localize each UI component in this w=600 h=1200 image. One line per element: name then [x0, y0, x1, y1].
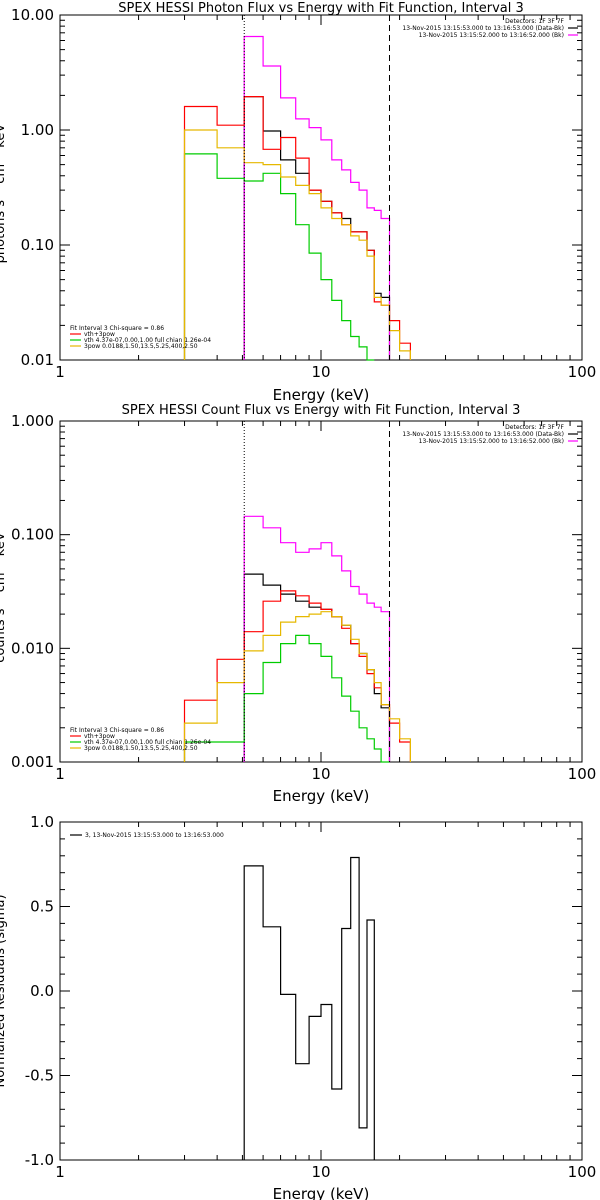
plot-frame-1	[59, 420, 583, 763]
series-line-2-0	[243, 856, 375, 1160]
plot-frame-0	[59, 14, 583, 361]
x-tick-label: 1	[55, 363, 65, 381]
y-tick-label: -1.0	[25, 1151, 54, 1169]
legend-bottom-entry: 3pow 0.0188,1.50,13.5,5.25,400,2.50	[84, 745, 198, 752]
x-tick-label: 100	[568, 765, 597, 783]
y-tick-label: -0.5	[25, 1067, 54, 1085]
series-line-1-1	[243, 515, 391, 762]
series-line-0-2	[183, 96, 411, 360]
series-line-1-0	[243, 573, 391, 762]
legend-bottom-entry: vth+3pow	[84, 733, 115, 740]
legend-top-entry: Detectors: 1F 3F 7F	[505, 18, 564, 25]
y-tick-label: 0.5	[30, 898, 54, 916]
series-line-0-3	[183, 153, 375, 361]
legend-top-entry: 13-Nov-2015 13:15:53.000 to 13:16:53.000…	[402, 431, 564, 438]
series-line-0-0	[243, 96, 391, 360]
chart-title-1: SPEX HESSI Count Flux vs Energy with Fit…	[122, 403, 521, 418]
y-axis-label-2: Normalized Residuals (sigma)	[0, 894, 8, 1087]
x-tick-label: 100	[568, 363, 597, 381]
y-tick-label: 0.10	[21, 236, 54, 254]
y-tick-label: 1.00	[21, 121, 54, 139]
y-axis-label-0: photons s⁻¹ cm⁻² keV⁻¹	[0, 112, 8, 264]
chart-title-0: SPEX HESSI Photon Flux vs Energy with Fi…	[118, 1, 524, 16]
y-axis-label-1: counts s⁻¹ cm⁻² keV⁻¹	[0, 520, 8, 663]
x-tick-label: 10	[311, 765, 330, 783]
legend-top-entry: 3, 13-Nov-2015 13:15:53.000 to 13:16:53.…	[85, 832, 224, 839]
legend-bottom-entry: vth 4.37e-07,0.00,1.00 full chian 1.26e-…	[84, 337, 211, 344]
legend-bottom-entry: vth 4.37e-07,0.00,1.00 full chian 1.26e-…	[84, 739, 211, 746]
legend-top-entry: 13-Nov-2015 13:15:53.000 to 13:16:53.000…	[402, 25, 564, 32]
legend-top-entry: 13-Nov-2015 13:15:52.000 to 13:16:52.000…	[419, 32, 564, 39]
x-tick-label: 10	[311, 363, 330, 381]
legend-bottom-entry: Fit Interval 3 Chi-square = 0.86	[70, 325, 164, 332]
x-tick-label: 1	[55, 1163, 65, 1181]
x-tick-label: 1	[55, 765, 65, 783]
x-tick-label: 100	[568, 1163, 597, 1181]
x-axis-label-1: Energy (keV)	[273, 787, 370, 805]
y-tick-label: 0.01	[21, 351, 54, 369]
legend-bottom-entry: vth+3pow	[84, 331, 115, 338]
legend-top-entry: 13-Nov-2015 13:15:52.000 to 13:16:52.000…	[419, 438, 564, 445]
series-line-1-4	[183, 611, 411, 762]
series-line-0-4	[183, 129, 411, 360]
legend-bottom-entry: 3pow 0.0188,1.50,13.5,5.25,400,2.50	[84, 343, 198, 350]
y-tick-label: 10.00	[11, 6, 54, 24]
y-tick-label: 0.010	[11, 639, 54, 657]
y-tick-label: 1.0	[30, 813, 54, 831]
series-line-0-1	[243, 35, 391, 360]
x-axis-label-0: Energy (keV)	[273, 386, 370, 404]
legend-bottom-entry: Fit Interval 3 Chi-square = 0.86	[70, 727, 164, 734]
y-tick-label: 0.0	[30, 982, 54, 1000]
plot-frame-2	[59, 821, 583, 1161]
y-tick-label: 0.100	[11, 526, 54, 544]
y-tick-label: 1.000	[11, 412, 54, 430]
y-tick-label: 0.001	[11, 753, 54, 771]
x-axis-label-2: Energy (keV)	[273, 1185, 370, 1200]
x-tick-label: 10	[311, 1163, 330, 1181]
legend-top-entry: Detectors: 1F 3F 7F	[505, 424, 564, 431]
series-line-1-3	[183, 634, 390, 763]
